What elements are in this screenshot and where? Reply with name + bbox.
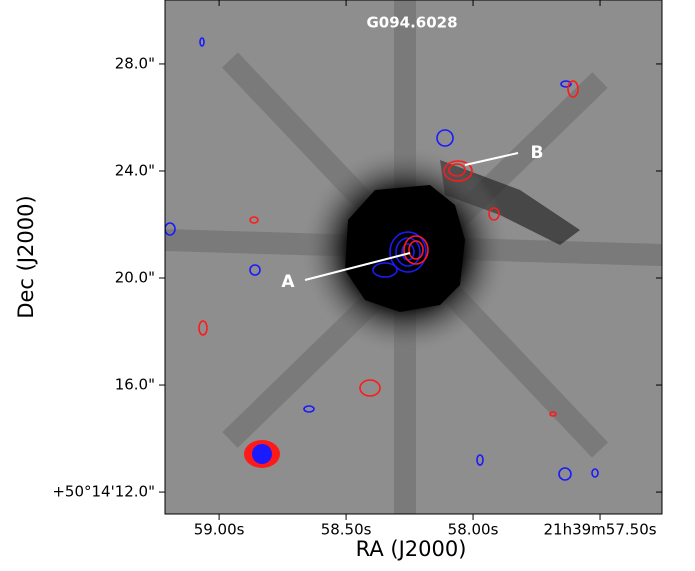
beam-blue bbox=[252, 444, 272, 464]
y-axis-label: Dec (J2000) bbox=[14, 195, 38, 318]
x-tick-label: 59.00s bbox=[194, 521, 245, 539]
y-tick-label: 16.0" bbox=[115, 376, 155, 394]
red-contours bbox=[198, 80, 579, 417]
annotation: A bbox=[281, 272, 295, 292]
plot-frame bbox=[164, 0, 663, 515]
pointer-b bbox=[464, 152, 519, 166]
x-axis-label: RA (J2000) bbox=[356, 537, 467, 561]
pointer-a bbox=[304, 252, 411, 281]
y-tick-label: 28.0" bbox=[115, 54, 155, 72]
saturated-core bbox=[345, 185, 465, 312]
annotation: B bbox=[531, 143, 544, 163]
x-tick-label: 21h39m57.50s bbox=[544, 521, 657, 539]
y-tick-label: +50°14'12.0" bbox=[52, 483, 155, 501]
y-tick-label: 20.0" bbox=[115, 269, 155, 287]
x-tick-label: 58.50s bbox=[321, 521, 372, 539]
x-tick-label: 58.00s bbox=[448, 521, 499, 539]
y-tick-label: 24.0" bbox=[115, 161, 155, 179]
image bbox=[165, 0, 662, 514]
title: G094.6028 bbox=[366, 14, 457, 32]
